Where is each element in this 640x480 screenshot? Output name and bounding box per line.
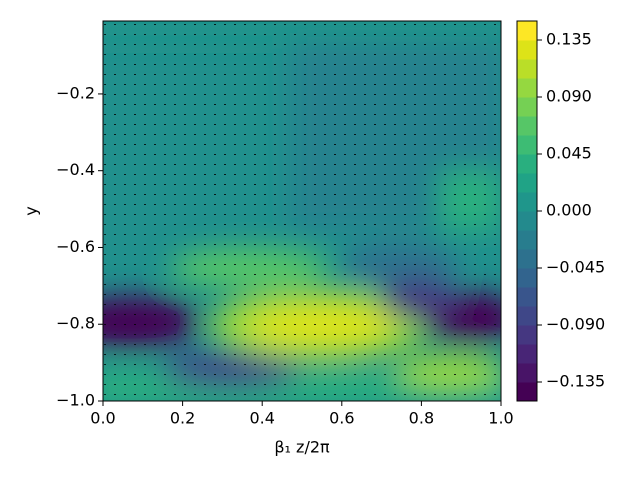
colorbar-band (517, 135, 537, 155)
colorbar-band (517, 154, 537, 174)
colorbar-band (517, 268, 537, 288)
colorbar-band (517, 40, 537, 60)
colorbar-band (517, 344, 537, 364)
colorbar-band (517, 287, 537, 307)
colorbar-band (517, 116, 537, 136)
x-tick-label: 0.2 (170, 409, 195, 428)
colorbar-tick-label: 0.000 (546, 201, 592, 220)
colorbar-band (517, 382, 537, 402)
colorbar-band (517, 21, 537, 41)
y-axis-label: y (22, 206, 41, 215)
colorbar-tick-label: −0.090 (546, 315, 605, 334)
colorbar-band (517, 59, 537, 79)
y-tick-label: −0.4 (56, 160, 95, 179)
colorbar-band (517, 306, 537, 326)
x-tick-label: 1.0 (488, 409, 513, 428)
x-tick-label: 0.4 (249, 409, 274, 428)
colorbar-tick-label: 0.045 (546, 144, 592, 163)
colorbar-band (517, 78, 537, 98)
y-tick-label: −0.2 (56, 83, 95, 102)
colorbar-tick-label: 0.135 (546, 30, 592, 49)
x-tick-label: 0.8 (409, 409, 434, 428)
x-tick-label: 0.6 (329, 409, 354, 428)
colorbar-band (517, 325, 537, 345)
colorbar-band (517, 363, 537, 383)
y-tick-label: −0.6 (56, 237, 95, 256)
colorbar-band (517, 97, 537, 117)
x-axis-label: β₁ z/2π (274, 438, 330, 457)
y-tick-label: −0.8 (56, 314, 95, 333)
colorbar-tick-label: −0.045 (546, 258, 605, 277)
colorbar-band (517, 230, 537, 250)
colorbar-band (517, 173, 537, 193)
colorbar-band (517, 249, 537, 269)
colorbar-tick-label: 0.090 (546, 87, 592, 106)
y-tick-label: −1.0 (56, 391, 95, 410)
colorbar-tick-label: −0.135 (546, 372, 605, 391)
plot-frame (102, 20, 502, 402)
colorbar-band (517, 211, 537, 231)
x-tick-label: 0.0 (90, 409, 115, 428)
colorbar-band (517, 192, 537, 212)
contour-field (103, 21, 501, 401)
